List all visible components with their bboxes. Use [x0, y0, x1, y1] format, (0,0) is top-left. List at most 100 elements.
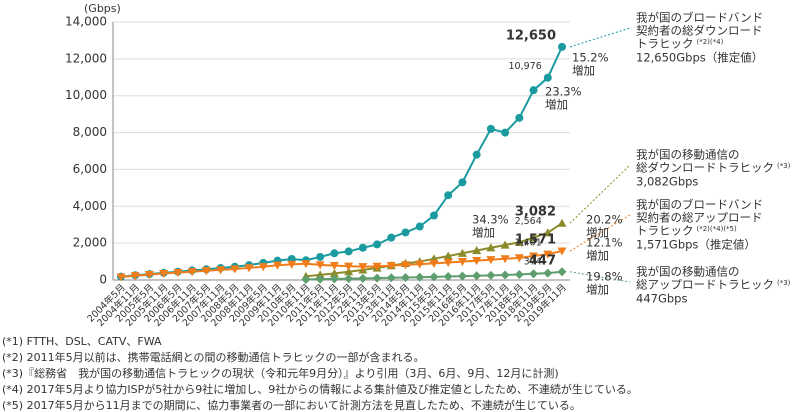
annotation: 20.2% — [586, 213, 623, 227]
marker — [144, 271, 154, 280]
marker — [500, 255, 510, 264]
value-label: 3,082 — [515, 205, 556, 220]
legend-label: トラヒック — [636, 37, 694, 51]
marker — [315, 274, 325, 284]
marker — [429, 211, 438, 220]
value-label: 12,650 — [506, 28, 556, 43]
marker — [315, 270, 325, 279]
marker — [443, 258, 453, 267]
marker — [201, 267, 211, 276]
y-tick-label: 6,000 — [73, 162, 107, 176]
marker — [415, 222, 424, 231]
footnote: (*3)『総務省 我が国の移動通信トラヒックの現状（令和元年9月分）』より引用（… — [2, 366, 559, 380]
annotation: 12.1% — [586, 236, 623, 250]
marker — [458, 178, 467, 187]
annotation: 増加 — [586, 226, 609, 240]
marker — [329, 262, 339, 271]
annotation: 増加 — [586, 249, 609, 263]
marker — [386, 273, 396, 283]
legend-total: 1,571Gbps（推定値） — [636, 238, 756, 252]
annotation: 増加 — [545, 98, 568, 112]
marker — [529, 269, 539, 279]
marker — [116, 273, 126, 282]
y-tick-label: 8,000 — [73, 125, 107, 139]
legend-label: 我が国の移動通信の — [636, 148, 740, 162]
marker — [514, 254, 524, 263]
marker — [543, 73, 552, 82]
marker — [244, 264, 254, 273]
y-tick-label: 0 — [99, 273, 107, 287]
marker — [486, 243, 496, 252]
marker — [443, 271, 453, 281]
marker — [230, 265, 240, 274]
footnote: (*2) 2011年5月以前は、携帯電話網との間の移動通信トラヒックの一部が含ま… — [2, 350, 424, 364]
marker — [130, 272, 140, 281]
marker — [272, 261, 282, 270]
legend-note: (*2)(*4) — [697, 38, 724, 46]
marker — [500, 270, 510, 280]
marker — [187, 268, 197, 277]
marker — [159, 269, 169, 279]
marker — [387, 233, 396, 242]
marker — [329, 274, 339, 284]
marker — [558, 42, 566, 51]
legend-label: 契約者の総ダウンロード — [636, 24, 763, 38]
marker — [301, 274, 311, 284]
legend-note: (*2)(*4)(*5) — [697, 225, 738, 233]
marker — [344, 267, 354, 276]
marker — [372, 273, 382, 283]
value-label: 1,401 — [515, 238, 542, 249]
marker — [486, 270, 496, 280]
marker — [486, 256, 496, 265]
marker — [529, 86, 538, 95]
marker — [543, 268, 553, 278]
marker — [457, 248, 467, 257]
value-label: 1,571 — [515, 233, 556, 248]
marker — [514, 269, 524, 279]
marker — [344, 274, 354, 284]
marker — [515, 113, 524, 122]
legend-label: 契約者の総アップロード — [636, 211, 763, 225]
marker — [457, 271, 467, 281]
legend-label: トラヒック — [636, 224, 694, 238]
legend-total: 12,650Gbps（推定値） — [636, 51, 763, 65]
annotation: 34.3% — [472, 213, 509, 227]
marker — [316, 252, 325, 261]
marker — [287, 260, 297, 269]
legend-label: 我が国のブロードバンド — [636, 198, 763, 212]
annotation: 増加 — [472, 226, 495, 240]
annotation: 15.2% — [572, 51, 609, 65]
marker — [315, 261, 325, 270]
legend-total: 3,082Gbps — [636, 175, 698, 189]
legend-label: 我が国のブロードバンド — [636, 11, 763, 25]
footnote: (*1) FTTH、DSL、CATV、FWA — [2, 335, 162, 348]
annotation: 増加 — [586, 283, 609, 297]
value-label: 374 — [524, 257, 542, 268]
marker — [514, 237, 524, 246]
value-label: 10,976 — [509, 61, 542, 72]
legend-label: 我が国の移動通信の — [636, 265, 740, 279]
legend-total: 447Gbps — [636, 292, 687, 306]
legend-label: 総ダウンロードトラヒック — [636, 161, 774, 175]
marker — [373, 240, 382, 249]
marker — [472, 246, 482, 255]
marker — [358, 273, 368, 283]
y-unit: (Gbps) — [84, 2, 121, 15]
marker — [401, 228, 410, 237]
marker — [358, 243, 367, 252]
value-label: 2,564 — [515, 216, 542, 227]
marker — [301, 260, 311, 269]
marker — [415, 260, 425, 269]
marker — [173, 269, 183, 278]
marker — [372, 262, 382, 271]
marker — [529, 252, 539, 261]
legend-note: (*3) — [777, 279, 791, 287]
y-tick-label: 14,000 — [65, 15, 107, 29]
marker — [344, 247, 353, 256]
annotation: 23.3% — [545, 85, 582, 99]
marker — [329, 268, 339, 277]
legend-note: (*3) — [777, 162, 791, 170]
marker — [401, 273, 411, 283]
marker — [330, 249, 339, 258]
